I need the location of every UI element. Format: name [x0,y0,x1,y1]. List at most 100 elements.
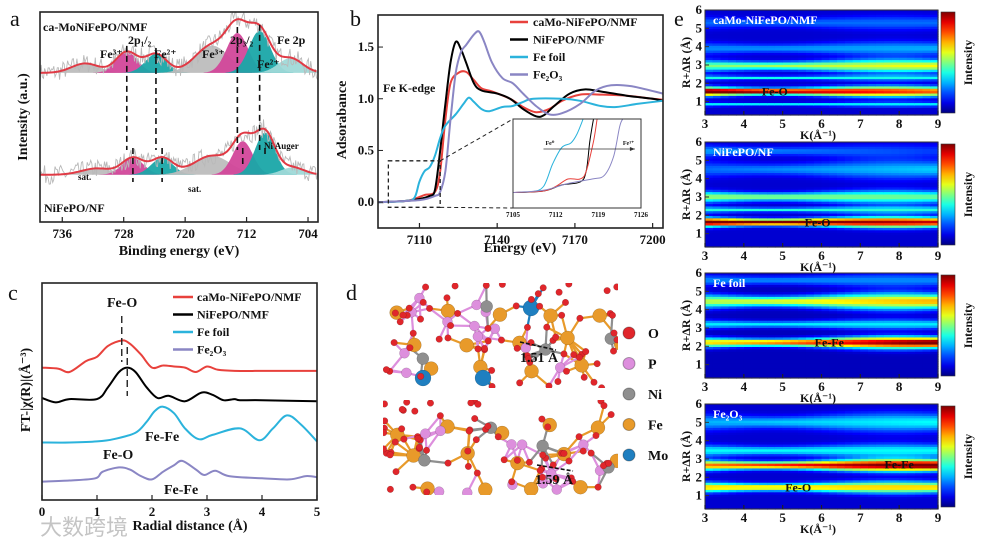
heatmap-cell [774,356,784,360]
heatmap-cell [883,19,892,23]
heatmap-cell [914,43,924,47]
heatmap-cell [798,67,807,71]
heatmap-cell [922,204,931,208]
series-line [41,339,317,374]
heatmap-cell [868,332,877,336]
heatmap-cell [821,17,830,21]
heatmap-cell [759,175,768,179]
heatmap-cell [720,98,729,102]
heatmap-cell [852,86,861,90]
heatmap-cell [728,461,737,465]
atom-fe [560,330,575,346]
heatmap-cell [875,325,885,329]
heatmap-cell [868,220,877,224]
heatmap-cell [899,315,908,319]
heatmap-cell [728,506,737,510]
heatmap-cell [705,497,714,501]
heatmap-cell [899,211,908,215]
heatmap-cell [852,187,861,191]
heatmap-cell [813,242,823,246]
heatmap-cell [774,105,784,109]
heatmap-cell [906,165,916,169]
heatmap-cell [922,192,931,196]
heatmap-cell [821,287,830,291]
heatmap-cell [868,14,877,18]
heatmap-cell [751,182,760,186]
heatmap-cell [774,93,784,97]
heatmap-cell [728,299,737,303]
heatmap-cell [837,330,846,334]
heatmap-cell [829,79,838,83]
heatmap-cell [743,146,753,150]
heatmap-cell [782,308,792,312]
heatmap-cell [844,308,854,312]
heatmap-cell [743,358,753,362]
heatmap-cell [805,346,815,350]
heatmap-cell [852,213,861,217]
heatmap-cell [899,361,908,365]
heatmap-cell [712,208,722,212]
heatmap-cell [774,330,784,334]
heatmap-cell [743,55,753,59]
heatmap-cell [782,218,792,222]
heatmap-cell [705,215,714,219]
heatmap-cell [774,323,784,327]
heatmap-cell [767,308,776,312]
heatmap-cell [914,110,924,114]
heatmap-cell [868,294,877,298]
heatmap-cell [868,306,877,310]
heatmap-cell [728,289,737,293]
heatmap-cell [821,24,830,28]
heatmap-cell [914,21,924,25]
heatmap-cell [720,480,729,484]
heatmap-cell [899,192,908,196]
heatmap-cell [705,461,714,465]
heatmap-cell [899,177,908,181]
heatmap-cell [720,194,729,198]
heatmap-cell [829,204,838,208]
heatmap-cell [736,449,745,453]
heatmap-cell [829,29,838,33]
heatmap-cell [922,342,931,346]
heatmap-cell [798,98,807,102]
heatmap-cell [712,170,722,174]
heatmap-cell [751,55,760,59]
heatmap-cell [922,158,931,162]
heatmap-cell [743,237,753,241]
heatmap-cell [759,194,768,198]
heatmap-cell [875,225,885,229]
heatmap-cell [712,223,722,227]
heatmap-cell [759,76,768,80]
heatmap-cell [720,356,729,360]
heatmap-cell [813,223,823,227]
heatmap-cell [790,168,799,172]
heatmap-cell [914,144,924,148]
series-line [41,405,318,444]
heatmap-cell [914,17,924,21]
x-tick-label: 7140 [484,232,510,247]
heatmap-cell [805,100,815,104]
heatmap-cell [922,208,931,212]
heatmap-cell [837,320,846,324]
heatmap-cell [790,332,799,336]
heatmap-cell [914,24,924,28]
heatmap-cell [813,306,823,310]
heatmap-cell [798,218,807,222]
heatmap-cell [891,79,900,83]
heatmap-cell [736,237,745,241]
heatmap-cell [922,173,931,177]
heatmap-cell [774,349,784,353]
heatmap-cell [743,218,753,222]
heatmap-cell [759,204,768,208]
heatmap-cell [930,287,939,291]
heatmap-cell [868,88,877,92]
heatmap-cell [930,206,939,210]
heatmap-cell [798,86,807,90]
heatmap-cell [891,368,900,372]
heatmap-cell [844,289,854,293]
heatmap-cell [914,192,924,196]
heatmap-cell [891,235,900,239]
heatmap-cell [891,158,900,162]
heatmap-cell [813,153,823,157]
